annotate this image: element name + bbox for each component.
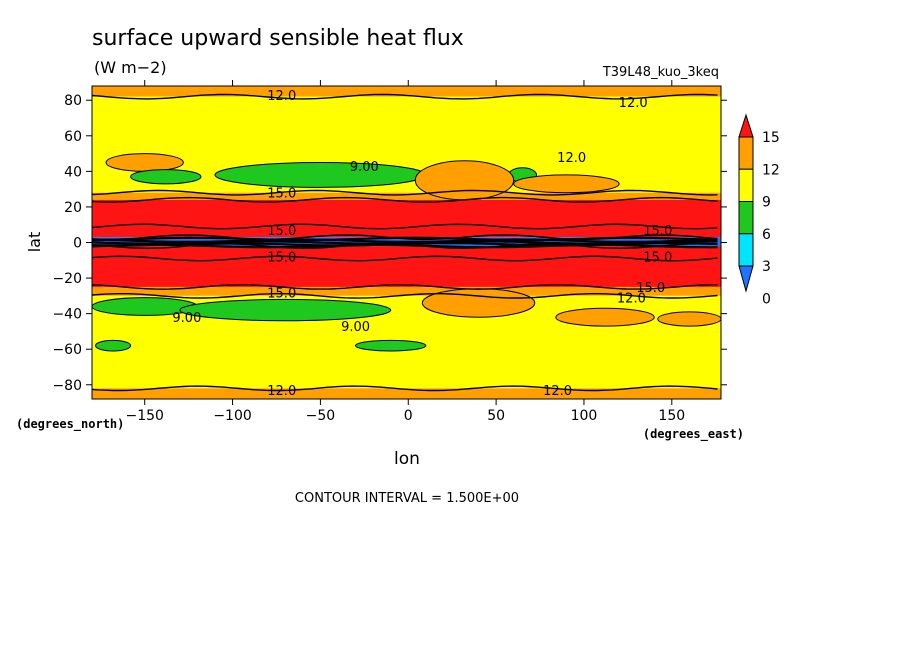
contour-label-9: 15.0 [267, 286, 296, 301]
patch-11 [555, 307, 655, 327]
contour-label-15: 12.0 [543, 384, 572, 399]
y-tick-label-7: −60 [52, 342, 82, 358]
y-tick-label-1: 60 [64, 129, 82, 145]
contour-label-7: 15.0 [267, 251, 296, 266]
equator-contour-4 [92, 243, 718, 249]
y-tick-label-5: −20 [52, 271, 82, 287]
contour-label-10: 15.0 [636, 281, 665, 296]
contour-interval-note: CONTOUR INTERVAL = 1.500E+00 [295, 491, 519, 506]
x-axis-label: lon [394, 449, 420, 469]
patch-4 [414, 160, 515, 201]
y-axis: 80 60 40 20 0 −20 −40 −60 −80 [52, 93, 727, 394]
colorbar-top-arrow [738, 113, 754, 138]
patch-1 [130, 169, 202, 185]
x-axis: −150 −100 −50 0 50 100 150 [125, 80, 685, 424]
x-tick-label-0: −150 [125, 408, 163, 424]
chart-units: (W m−2) [94, 58, 167, 77]
band-4 [92, 226, 721, 238]
colorbar-swatch-4 [738, 136, 754, 170]
band-3 [92, 199, 721, 227]
patch-9 [95, 339, 132, 352]
contour-line-2 [92, 196, 718, 203]
contour-label-12: 9.00 [172, 311, 201, 326]
contour-label-6: 15.0 [643, 224, 672, 239]
contour-line-8 [92, 293, 718, 299]
contour-label-13: 9.00 [341, 320, 370, 335]
colorbar-label-5: 0 [762, 291, 771, 307]
patch-2 [214, 161, 427, 188]
contour-label-14: 12.0 [267, 384, 296, 399]
x-tick-label-3: 0 [404, 408, 413, 424]
contour-label-0: 12.0 [267, 89, 296, 104]
colorbar-swatch-1 [738, 233, 754, 267]
band-7 [92, 258, 721, 287]
contour-label-11: 12.0 [617, 292, 646, 307]
colorbar-swatch-2 [738, 201, 754, 235]
y-axis-label: lat [25, 232, 44, 253]
y-tick-label-0: 80 [64, 93, 82, 109]
x-tick-label-4: 50 [487, 408, 505, 424]
chart-title: surface upward sensible heat flux [92, 26, 464, 51]
y-axis-units: (degrees_north) [16, 417, 124, 432]
colorbar-label-0: 15 [762, 130, 780, 146]
contour-line-1 [92, 189, 718, 196]
band-10 [92, 388, 721, 399]
contour-label-2: 9.00 [350, 160, 379, 175]
run-label: T39L48_kuo_3keq [602, 65, 719, 80]
colorbar-bottom-arrow [738, 265, 754, 293]
y-tick-label-2: 40 [64, 164, 82, 180]
patch-5 [513, 174, 620, 194]
contour-label-1: 12.0 [619, 96, 648, 111]
contour-label-4: 15.0 [267, 187, 296, 202]
contour-label-8: 15.0 [643, 251, 672, 266]
band-8 [92, 286, 721, 296]
band-2 [92, 192, 721, 200]
contour-line-3 [92, 223, 718, 230]
y-tick-label-4: 0 [73, 236, 82, 252]
x-tick-label-5: 100 [571, 408, 598, 424]
colorbar-swatch-3 [738, 168, 754, 202]
band-6 [92, 246, 721, 259]
x-tick-label-6: 150 [658, 408, 685, 424]
contour-line-6 [92, 255, 718, 262]
y-tick-label-6: −40 [52, 307, 82, 323]
band-0 [92, 86, 721, 97]
colorbar-legend: 15 12 9 6 3 0 [738, 113, 780, 307]
contour-label-3: 12.0 [557, 151, 586, 166]
x-axis-units: (degrees_east) [643, 427, 744, 442]
patch-12 [657, 311, 721, 327]
equator-contour-0 [92, 238, 718, 243]
patch-7 [179, 298, 392, 322]
colorbar-label-4: 3 [762, 259, 771, 275]
y-tick-label-8: −80 [52, 378, 82, 394]
colorbar-label-2: 9 [762, 195, 771, 211]
equator-contour-3 [92, 236, 718, 242]
x-tick-label-2: −50 [306, 408, 336, 424]
contour-label-5: 15.0 [267, 224, 296, 239]
patch-8 [355, 339, 427, 352]
contour-line-7 [92, 284, 718, 290]
colorbar-label-1: 12 [762, 162, 780, 178]
colorbar-label-3: 6 [762, 227, 771, 243]
heatmap-fill-layer [92, 86, 721, 399]
x-tick-label-1: −100 [213, 408, 251, 424]
y-tick-label-3: 20 [64, 200, 82, 216]
contour-line-9 [92, 385, 718, 392]
contour-line-layer [92, 93, 718, 392]
contour-line-0 [92, 93, 718, 100]
patch-0 [105, 153, 184, 172]
